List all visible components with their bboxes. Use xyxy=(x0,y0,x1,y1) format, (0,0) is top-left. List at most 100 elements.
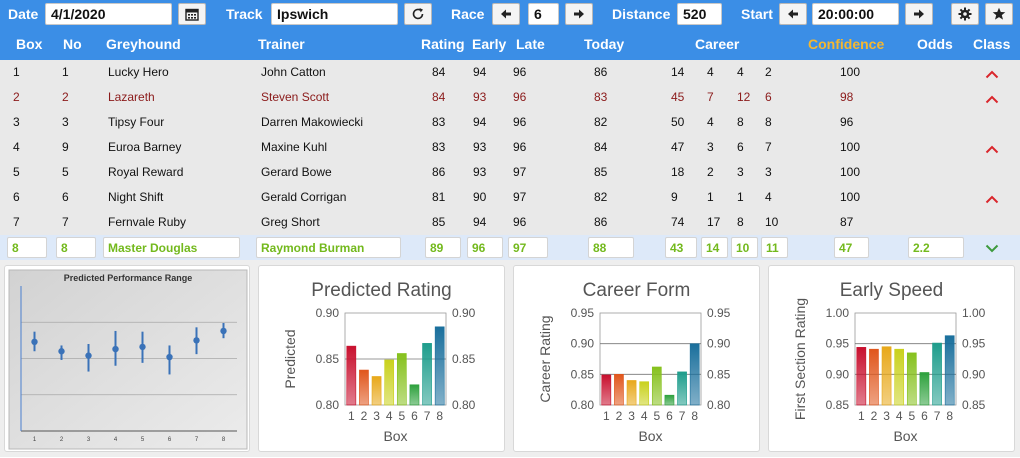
confidence-cell[interactable]: 47 xyxy=(834,237,869,258)
class-down-icon[interactable] xyxy=(985,244,999,253)
x-tick-label: 2 xyxy=(60,437,64,443)
x-tick-label: 3 xyxy=(883,409,890,423)
greyhound-cell[interactable]: Master Douglas xyxy=(103,237,240,258)
col-rating[interactable]: Rating xyxy=(421,36,465,52)
greyhound-cell: Lucky Hero xyxy=(108,65,169,79)
date-field[interactable]: 4/1/2020 xyxy=(45,3,172,25)
career-wins-cell: 4 xyxy=(707,65,714,79)
col-career[interactable]: Career xyxy=(695,36,740,52)
trainer-cell: John Catton xyxy=(261,65,326,79)
today-cell: 84 xyxy=(594,140,608,154)
track-field[interactable]: Ipswich xyxy=(271,3,398,25)
bar xyxy=(856,347,867,406)
start-prev-button[interactable] xyxy=(779,3,807,25)
col-early[interactable]: Early xyxy=(472,36,507,52)
career-form-chart: 0.80 0.80 0.85 0.85 0.90 0.90 0.95 0.95 1 2 3 4 5 6 7 8… xyxy=(537,306,731,444)
odds-cell[interactable]: 2.2 xyxy=(908,237,964,258)
rating-cell[interactable]: 89 xyxy=(425,237,461,258)
trainer-cell[interactable]: Raymond Burman xyxy=(256,237,401,258)
no-cell[interactable]: 8 xyxy=(56,237,96,258)
x-tick-label: 3 xyxy=(628,409,635,423)
y-tick-label: 0.85 xyxy=(571,367,595,381)
early-cell[interactable]: 96 xyxy=(467,237,503,258)
class-up-icon[interactable] xyxy=(985,195,999,204)
career-starts-cell: 9 xyxy=(671,190,678,204)
col-box[interactable]: Box xyxy=(16,36,43,52)
early-cell: 94 xyxy=(473,115,487,129)
late-cell: 97 xyxy=(513,165,527,179)
x-tick-label: 7 xyxy=(424,409,431,423)
x-tick-label: 6 xyxy=(921,409,928,423)
box-cell: 7 xyxy=(13,215,20,229)
greyhound-cell: Euroa Barney xyxy=(108,140,182,154)
late-cell[interactable]: 97 xyxy=(508,237,548,258)
x-tick-label: 7 xyxy=(934,409,941,423)
bar xyxy=(614,374,624,406)
data-point xyxy=(58,348,65,355)
career-seconds-cell: 1 xyxy=(737,190,744,204)
calendar-button[interactable] xyxy=(178,3,206,25)
distance-field[interactable]: 520 xyxy=(677,3,722,25)
early-cell: 94 xyxy=(473,215,487,229)
col-class[interactable]: Class xyxy=(973,36,1011,52)
table-row[interactable]: 4 9 Euroa Barney Maxine Kuhl 83 93 96 84… xyxy=(0,135,1020,160)
col-no[interactable]: No xyxy=(63,36,82,52)
x-tick-label: 1 xyxy=(348,409,355,423)
y-tick-label: 0.90 xyxy=(571,337,595,351)
today-cell[interactable]: 88 xyxy=(588,237,634,258)
race-field[interactable]: 6 xyxy=(528,3,559,25)
calendar-icon xyxy=(185,8,199,21)
table-row[interactable]: 2 2 Lazareth Steven Scott 84 93 96 83 45… xyxy=(0,85,1020,110)
career-wins-cell: 7 xyxy=(707,90,714,104)
table-row[interactable]: 1 1 Lucky Hero John Catton 84 94 96 86 1… xyxy=(0,60,1020,85)
col-late[interactable]: Late xyxy=(516,36,545,52)
greyhound-cell: Fernvale Ruby xyxy=(108,215,187,229)
start-time-field[interactable]: 20:00:00 xyxy=(812,3,899,25)
col-confidence[interactable]: Confidence xyxy=(808,36,885,52)
favorite-button[interactable] xyxy=(985,3,1013,25)
col-trainer[interactable]: Trainer xyxy=(258,36,305,52)
table-row-selected[interactable]: 8 8 Master Douglas Raymond Burman 89 96 … xyxy=(0,235,1020,260)
y-tick-label: 1.00 xyxy=(826,306,850,320)
col-greyhound[interactable]: Greyhound xyxy=(106,36,181,52)
career-thirds-cell[interactable]: 11 xyxy=(761,237,788,258)
x-tick-label: 5 xyxy=(398,409,405,423)
class-up-icon[interactable] xyxy=(985,70,999,79)
col-odds[interactable]: Odds xyxy=(917,36,953,52)
x-tick-label: 8 xyxy=(222,437,226,443)
career-starts-cell: 14 xyxy=(671,65,685,79)
table-row[interactable]: 6 6 Night Shift Gerald Corrigan 81 90 97… xyxy=(0,185,1020,210)
no-cell: 1 xyxy=(62,65,69,79)
late-cell: 96 xyxy=(513,65,527,79)
table-row[interactable]: 3 3 Tipsy Four Darren Makowiecki 83 94 9… xyxy=(0,110,1020,135)
start-next-button[interactable] xyxy=(905,3,933,25)
confidence-cell: 96 xyxy=(840,115,854,129)
settings-button[interactable] xyxy=(951,3,979,25)
y-tick-label-right: 0.80 xyxy=(452,398,476,412)
career-seconds-cell: 8 xyxy=(737,115,744,129)
box-cell[interactable]: 8 xyxy=(7,237,47,258)
career-starts-cell[interactable]: 43 xyxy=(665,237,697,258)
career-wins-cell[interactable]: 14 xyxy=(701,237,728,258)
class-up-icon[interactable] xyxy=(985,95,999,104)
table-row[interactable]: 5 5 Royal Reward Gerard Bowe 86 93 97 85… xyxy=(0,160,1020,185)
career-seconds-cell[interactable]: 10 xyxy=(731,237,758,258)
greyhound-cell: Night Shift xyxy=(108,190,164,204)
y-tick-label-right: 0.90 xyxy=(707,337,731,351)
today-cell: 82 xyxy=(594,115,608,129)
x-tick-label: 5 xyxy=(653,409,660,423)
refresh-button[interactable] xyxy=(404,3,432,25)
early-cell: 90 xyxy=(473,190,487,204)
race-next-button[interactable] xyxy=(565,3,593,25)
predicted-rating-panel: Predicted Rating 0.80 0.80 0.85 0.85 0.90 0.9… xyxy=(258,265,505,452)
greyhound-cell: Tipsy Four xyxy=(108,115,165,129)
data-point xyxy=(85,352,92,359)
table-row[interactable]: 7 7 Fernvale Ruby Greg Short 85 94 96 86… xyxy=(0,210,1020,235)
chart-title: Predicted Performance Range xyxy=(64,273,193,283)
performance-range-panel: Predicted Performance Range 1 2 3 4 5 6 7 8 xyxy=(4,265,250,452)
col-today[interactable]: Today xyxy=(584,36,625,52)
career-form-panel: Career Form 0.80 0.80 0.85 0.85 0.90 0.90 0.95… xyxy=(513,265,760,452)
y-tick-label-right: 0.90 xyxy=(452,306,476,320)
class-up-icon[interactable] xyxy=(985,145,999,154)
race-prev-button[interactable] xyxy=(492,3,520,25)
